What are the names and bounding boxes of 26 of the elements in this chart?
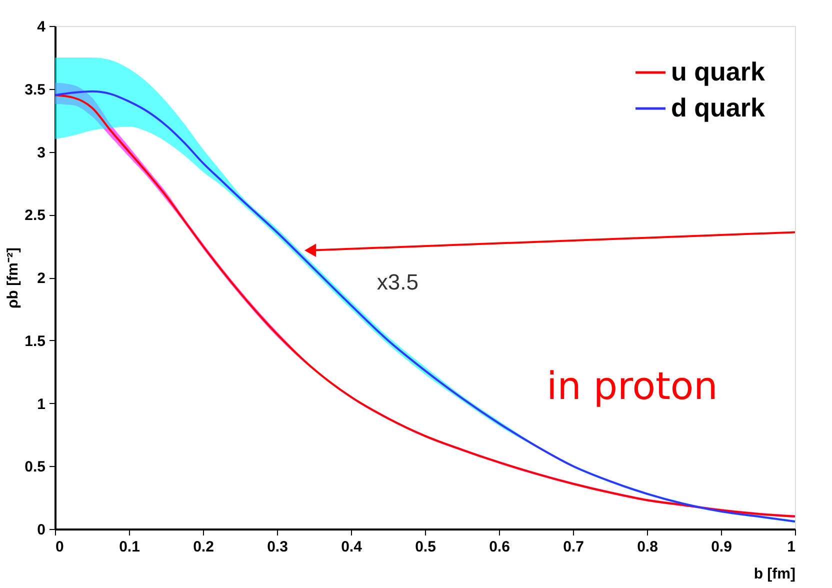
y-tick-label: 1 <box>37 396 46 413</box>
y-tick-label: 4 <box>37 18 46 36</box>
x-tick-label: 0.4 <box>341 538 363 556</box>
x-tick-label: 0.5 <box>415 538 436 556</box>
x-tick-label: 0.1 <box>119 538 140 556</box>
x-tick-label: 0.7 <box>563 538 584 556</box>
y-tick-label: 2.5 <box>24 207 46 224</box>
annotation: x3.5 <box>376 270 418 295</box>
x-tick-label: 0.3 <box>267 538 288 556</box>
x-tick-label: 0.6 <box>489 538 510 556</box>
annotation: in proton <box>546 364 718 408</box>
x-axis-title: b [fm] <box>754 566 796 582</box>
y-tick-label: 3.5 <box>24 81 46 98</box>
y-tick-label: 3 <box>37 144 46 162</box>
x-tick-label: 1 <box>787 538 796 556</box>
legend-label: u quark <box>671 56 766 86</box>
x-tick-label: 0.2 <box>193 538 214 556</box>
x-tick-label: 0 <box>56 538 64 556</box>
y-tick-label: 0.5 <box>24 458 46 476</box>
x-tick-label: 0.8 <box>637 538 658 556</box>
y-tick-label: 2 <box>37 270 46 287</box>
legend-label: d quark <box>671 92 766 122</box>
x-tick-label: 0.9 <box>711 538 732 556</box>
y-axis-title: ρb [fm⁻²] <box>4 248 22 308</box>
y-tick-label: 0 <box>37 522 46 538</box>
y-tick-label: 1.5 <box>24 332 46 350</box>
